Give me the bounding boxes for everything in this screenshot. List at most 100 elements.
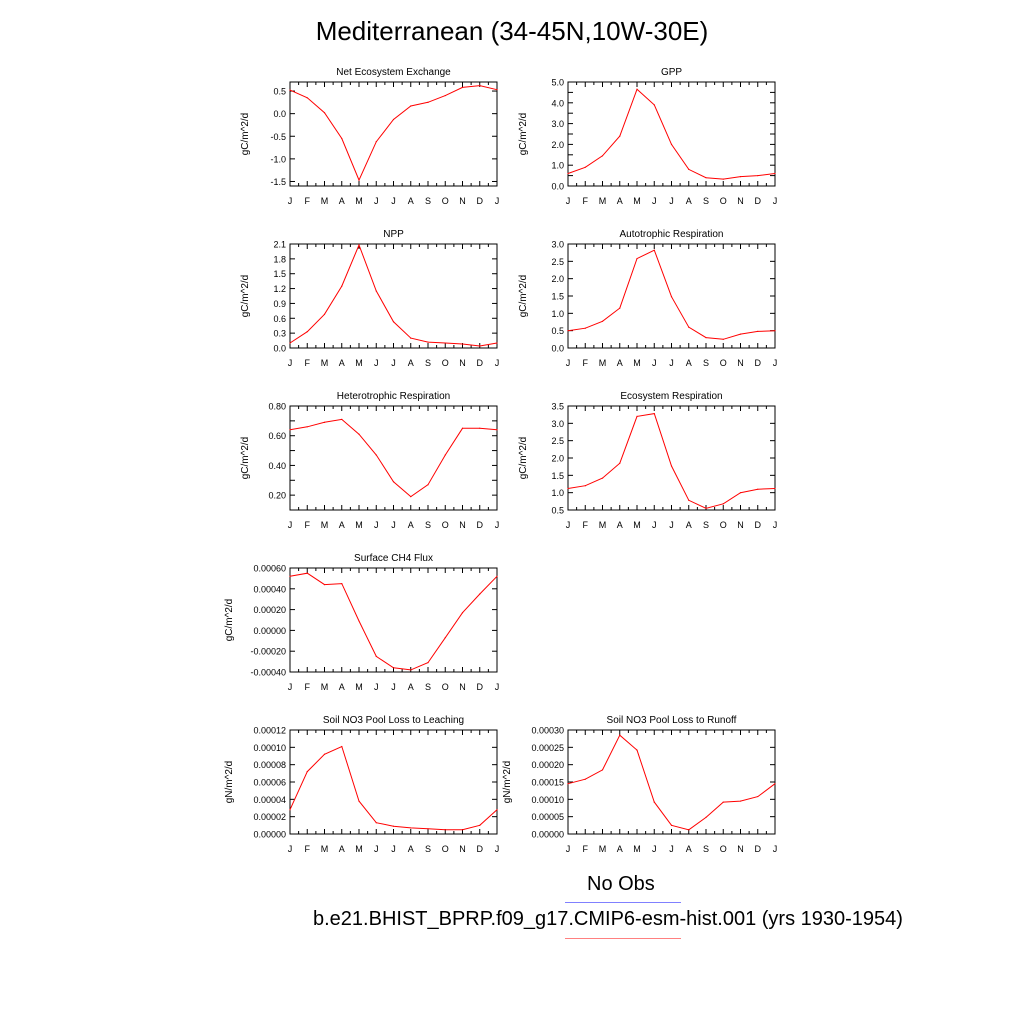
- data-point: [306, 97, 308, 99]
- y-tick-label: 1.5: [273, 269, 286, 279]
- data-point: [601, 155, 604, 157]
- x-tick-label: F: [305, 520, 311, 530]
- x-tick-label: J: [669, 358, 674, 368]
- data-point: [392, 481, 395, 483]
- y-tick-label: 0.5: [551, 506, 564, 516]
- data-point: [410, 496, 412, 498]
- x-tick-label: D: [755, 520, 762, 530]
- x-tick-label: J: [495, 358, 500, 368]
- chart-title: Net Ecosystem Exchange: [336, 67, 451, 78]
- x-tick-label: M: [355, 844, 363, 854]
- data-point: [358, 800, 360, 802]
- data-point: [496, 89, 498, 91]
- y-tick-label: 0.00002: [253, 812, 286, 822]
- data-point: [705, 337, 707, 339]
- y-tick-label: 0.80: [268, 402, 286, 412]
- plot-frame: [289, 405, 498, 511]
- x-tick-label: J: [566, 358, 571, 368]
- data-point: [653, 249, 655, 251]
- data-point: [479, 824, 481, 826]
- data-point: [358, 244, 360, 246]
- y-tick-label: 0.00040: [253, 584, 286, 594]
- y-axis-label: gN/m^2/d: [502, 761, 513, 804]
- data-point: [688, 168, 690, 170]
- data-point: [410, 669, 412, 671]
- y-tick-label: 0.00000: [253, 830, 286, 840]
- x-tick-label: A: [617, 196, 623, 206]
- y-axis-label: gC/m^2/d: [518, 113, 529, 156]
- data-point: [670, 143, 673, 145]
- x-tick-label: M: [321, 520, 329, 530]
- y-tick-label: 5.0: [551, 78, 564, 88]
- data-point: [392, 825, 395, 827]
- y-axis-label: gN/m^2/d: [224, 761, 235, 804]
- data-point: [427, 101, 429, 103]
- data-point: [496, 429, 498, 431]
- series-line: [289, 85, 498, 182]
- x-tick-label: J: [652, 520, 657, 530]
- legend-obs-label: No Obs: [587, 873, 655, 895]
- x-tick-label: A: [408, 358, 414, 368]
- data-point: [670, 296, 673, 298]
- x-tick-label: J: [669, 520, 674, 530]
- page-title: Mediterranean (34-45N,10W-30E): [315, 16, 709, 46]
- x-tick-label: D: [477, 196, 484, 206]
- x-tick-label: S: [425, 520, 431, 530]
- data-point: [427, 662, 429, 664]
- x-tick-label: J: [669, 196, 674, 206]
- data-point: [722, 503, 724, 505]
- x-tick-label: F: [305, 844, 311, 854]
- x-tick-label: O: [442, 682, 449, 692]
- y-tick-label: 0.00004: [253, 795, 286, 805]
- data-point: [341, 137, 343, 140]
- data-point: [410, 827, 412, 829]
- data-point: [757, 795, 759, 798]
- data-point: [341, 285, 343, 287]
- x-tick-label: J: [288, 682, 293, 692]
- data-point: [392, 118, 395, 121]
- y-tick-label: 0.40: [268, 461, 286, 471]
- data-point: [358, 433, 360, 435]
- y-tick-label: 0.00005: [531, 812, 564, 822]
- series-line: [567, 88, 776, 180]
- x-tick-label: O: [442, 358, 449, 368]
- y-tick-label: 0.00030: [531, 726, 564, 736]
- x-tick-label: S: [425, 682, 431, 692]
- x-tick-label: A: [339, 844, 345, 854]
- x-tick-label: J: [495, 520, 500, 530]
- data-point: [653, 104, 655, 106]
- y-tick-label: 0.00020: [531, 760, 564, 770]
- data-point: [306, 426, 308, 428]
- x-tick-label: A: [686, 844, 692, 854]
- x-tick-label: J: [495, 196, 500, 206]
- x-tick-label: O: [442, 520, 449, 530]
- data-point: [722, 178, 724, 180]
- x-tick-label: D: [477, 520, 484, 530]
- x-tick-label: J: [495, 682, 500, 692]
- x-tick-label: A: [408, 682, 414, 692]
- x-tick-label: M: [321, 196, 329, 206]
- data-point: [323, 584, 326, 586]
- data-point: [323, 421, 326, 423]
- legend-model-label: b.e21.BHIST_BPRP.f09_g17.CMIP6-esm-hist.…: [313, 908, 903, 930]
- y-tick-label: 1.0: [551, 161, 564, 171]
- data-point: [358, 179, 360, 181]
- data-point: [705, 177, 707, 179]
- plot-frame: [567, 729, 776, 835]
- x-tick-label: M: [633, 844, 641, 854]
- x-tick-label: J: [374, 358, 379, 368]
- data-point: [774, 487, 776, 490]
- data-point: [375, 141, 377, 143]
- x-tick-label: M: [321, 844, 329, 854]
- data-point: [410, 337, 412, 339]
- data-point: [375, 655, 377, 658]
- data-point: [774, 783, 776, 785]
- data-point: [289, 89, 291, 91]
- data-point: [306, 572, 308, 574]
- y-tick-label: 2.0: [551, 454, 564, 464]
- data-point: [774, 330, 776, 332]
- x-tick-label: J: [391, 844, 396, 854]
- plot-frame: [289, 81, 498, 187]
- x-tick-label: J: [773, 196, 778, 206]
- y-tick-label: 0.3: [273, 329, 286, 339]
